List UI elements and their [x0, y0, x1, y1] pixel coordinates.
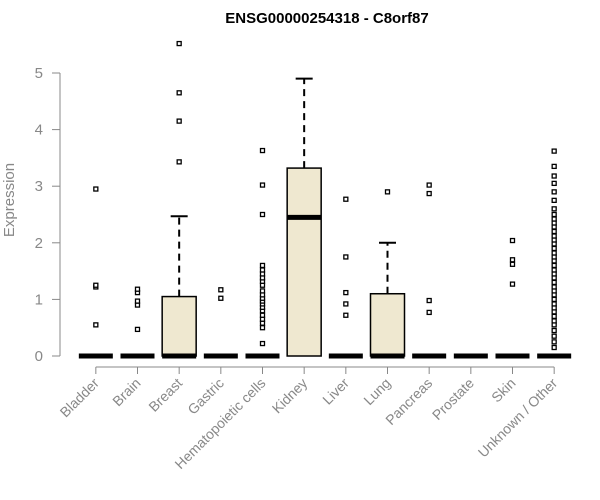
outlier-point: [93, 282, 99, 288]
outlier-point: [176, 159, 182, 165]
y-tick-label: 1: [35, 291, 43, 308]
x-tick-label-unknown-other: Unknown / Other: [475, 375, 561, 461]
outlier-point: [343, 301, 349, 307]
outlier-point: [134, 286, 141, 292]
outlier-point: [551, 313, 557, 320]
outlier-point: [551, 250, 557, 256]
outlier-point: [551, 180, 557, 187]
outlier-point: [426, 182, 432, 188]
outlier-point: [551, 318, 557, 324]
outlier-point: [551, 262, 557, 269]
y-tick-label: 0: [35, 348, 43, 365]
x-tick-label-prostate: Prostate: [429, 375, 477, 423]
outlier-point: [551, 279, 557, 286]
box-bladder: [78, 186, 113, 359]
outlier-point: [551, 197, 557, 204]
outlier-point: [551, 284, 557, 290]
box-body: [161, 295, 197, 357]
outlier-point: [259, 211, 266, 218]
box-pancreas: [412, 182, 447, 359]
outlier-point: [509, 261, 516, 267]
outlier-point: [551, 211, 557, 218]
x-tick-label-liver: Liver: [319, 375, 352, 408]
outlier-point: [176, 118, 182, 124]
outlier-point: [551, 267, 557, 273]
outlier-point: [551, 216, 557, 222]
outlier-point: [551, 173, 557, 179]
outlier-point: [551, 189, 557, 195]
outlier-point: [259, 182, 266, 188]
y-axis: 0 1 2 3 4 5: [35, 65, 61, 365]
outlier-point: [176, 40, 182, 47]
outlier-point: [93, 322, 99, 328]
outlier-point: [551, 245, 557, 252]
outlier-point: [134, 298, 141, 304]
y-tick-label: 5: [35, 65, 43, 82]
box-liver: [328, 196, 363, 359]
box-unknown-other: [537, 148, 572, 359]
box-gastric: [203, 287, 238, 359]
outlier-point: [259, 267, 266, 273]
x-tick-label-lung: Lung: [360, 375, 393, 408]
outlier-point: [551, 228, 557, 235]
x-tick-label-breast: Breast: [145, 375, 185, 415]
outlier-point: [259, 325, 266, 331]
box-body: [286, 167, 322, 357]
outlier-point: [426, 309, 432, 316]
outlier-point: [551, 327, 557, 334]
outlier-point: [426, 297, 432, 304]
box-hematopoietic-cells: [245, 147, 280, 359]
outlier-point: [551, 333, 557, 339]
outlier-point: [176, 90, 182, 96]
boxes-group: [78, 40, 572, 359]
chart-title: ENSG00000254318 - C8orf87: [225, 10, 428, 27]
outlier-point: [343, 289, 349, 296]
box-brain: [120, 286, 155, 359]
outlier-point: [551, 233, 557, 239]
y-tick-label: 2: [35, 235, 43, 252]
outlier-point: [93, 186, 99, 192]
box-breast: [161, 40, 197, 359]
outlier-point: [134, 326, 141, 333]
box-kidney: [286, 77, 322, 357]
outlier-point: [426, 190, 432, 197]
outlier-point: [259, 312, 266, 318]
outlier-point: [551, 301, 557, 307]
x-tick-label-skin: Skin: [488, 375, 519, 406]
outlier-point: [343, 254, 349, 260]
y-axis-label: Expression: [1, 163, 18, 237]
outlier-point: [259, 262, 266, 269]
outlier-point: [551, 163, 557, 170]
box-lung: [369, 189, 406, 359]
outlier-point: [259, 288, 266, 294]
x-tick-label-bladder: Bladder: [57, 375, 103, 421]
y-tick-label: 3: [35, 178, 43, 195]
outlier-point: [551, 206, 557, 212]
outlier-point: [218, 287, 224, 293]
outlier-point: [384, 189, 391, 195]
outlier-point: [259, 147, 266, 154]
outlier-point: [343, 196, 349, 202]
outlier-point: [509, 257, 516, 263]
outlier-point: [551, 148, 557, 154]
box-body: [369, 292, 406, 357]
y-tick-label: 4: [35, 122, 43, 139]
x-tick-label-kidney: Kidney: [269, 375, 311, 417]
outlier-point: [509, 281, 516, 287]
outlier-point: [259, 340, 266, 347]
outlier-point: [551, 344, 557, 351]
x-tick-label-brain: Brain: [109, 375, 143, 409]
outlier-point: [509, 237, 516, 244]
outlier-point: [343, 312, 349, 318]
box-skin: [495, 237, 530, 359]
outlier-point: [551, 339, 557, 345]
outlier-point: [551, 296, 557, 303]
outlier-point: [218, 295, 224, 301]
